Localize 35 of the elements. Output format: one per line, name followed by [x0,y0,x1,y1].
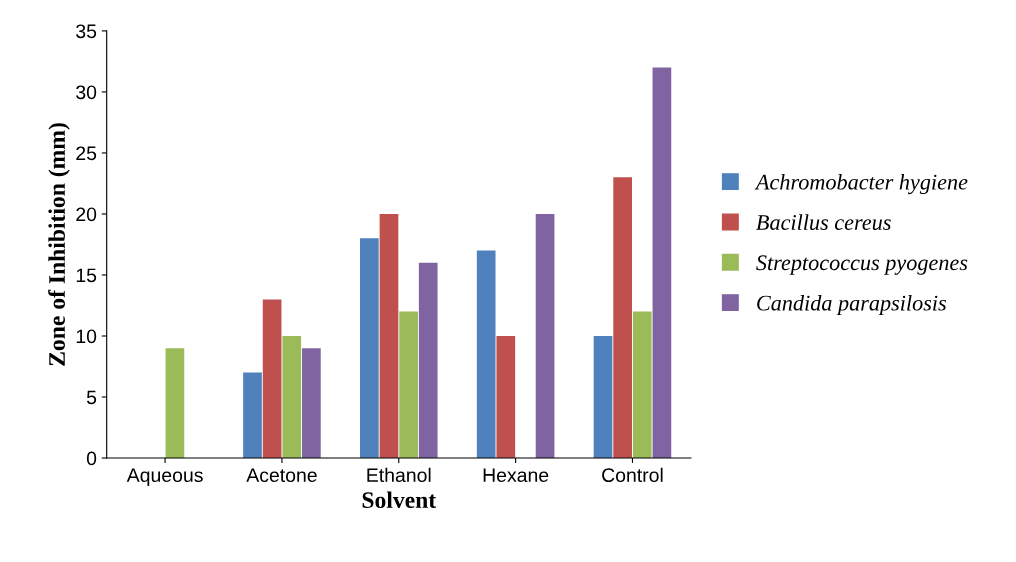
bar [593,336,613,459]
x-tick-label: Aqueous [126,468,203,486]
y-axis-title: Zone of Inhibition (mm) [48,123,70,366]
bar [165,348,185,459]
y-tick-label: 20 [76,207,97,222]
x-tick-label: Acetone [246,468,317,483]
bar [282,336,302,459]
x-tick-label: Ethanol [367,467,431,483]
bar [632,311,652,459]
bar [476,250,496,459]
bar [359,238,379,459]
y-tick-label: 30 [76,85,97,100]
x-tick-label: Hexane [483,468,549,483]
y-tick-label: 25 [76,146,97,161]
legend-label: Bacillus cereus [756,214,891,230]
legend-label: Candida parapsilosis [757,294,946,316]
x-tick-label: Control [602,467,663,483]
y-tick-label: 10 [76,329,97,344]
legend-label: Streptococcus pyogenes [756,255,968,275]
bar [652,67,672,459]
y-tick-label: 15 [76,268,97,283]
bar [302,348,321,459]
bar [418,262,438,459]
bar [535,213,555,459]
bar [243,372,262,459]
bar [613,177,632,459]
y-tick-label: 5 [86,390,97,405]
bar [379,213,399,459]
x-axis-title: Solvent [362,491,437,509]
bar [262,299,282,459]
y-tick-label: 35 [76,24,97,39]
legend-label: Achromobacter hygiene [754,173,968,195]
y-tick-label: 0 [86,451,97,466]
bar [496,336,516,459]
bar [399,311,418,459]
